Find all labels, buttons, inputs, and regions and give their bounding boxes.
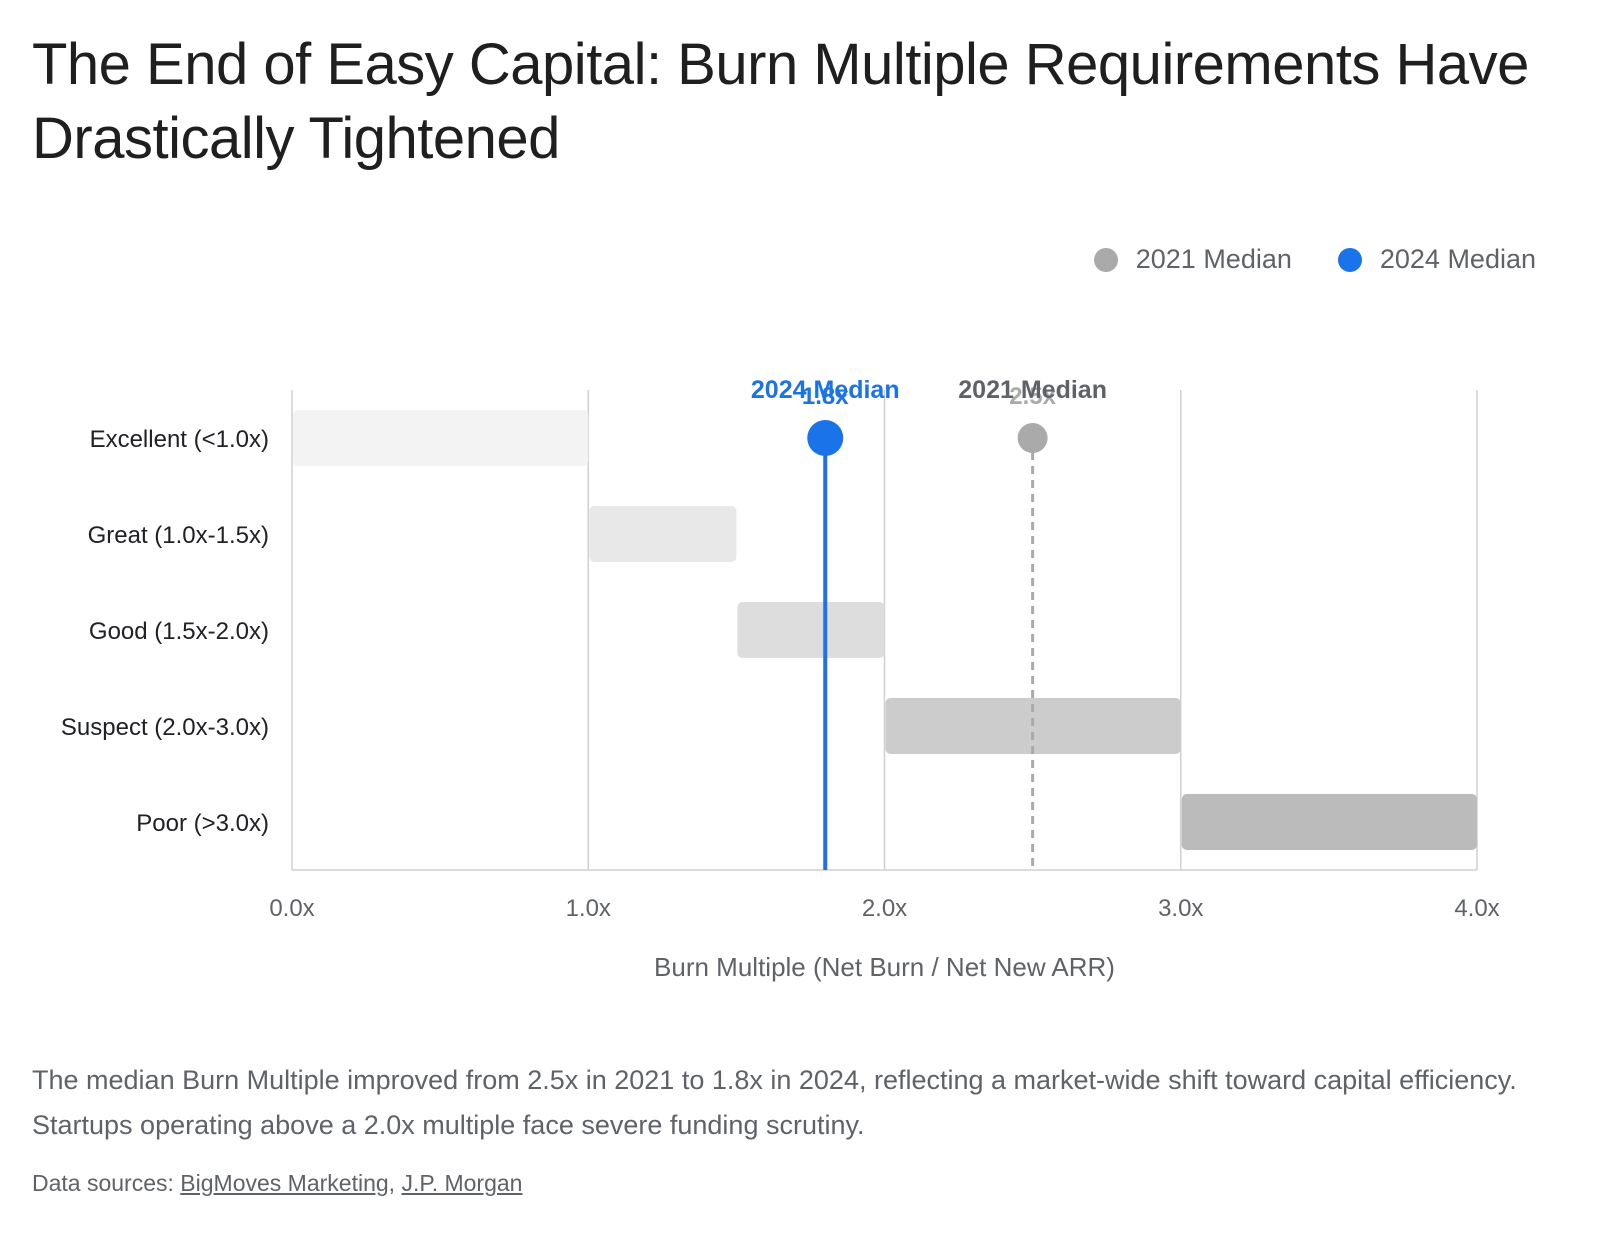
data-sources: Data sources: BigMoves Marketing, J.P. M… xyxy=(32,1170,522,1197)
x-axis-title: Burn Multiple (Net Burn / Net New ARR) xyxy=(654,952,1115,982)
median-value-label-1: 2.5x xyxy=(1009,383,1056,410)
median-point-1 xyxy=(1017,423,1048,453)
x-tick-label-4: 4.0x xyxy=(1454,895,1499,922)
source-link-bigmoves[interactable]: BigMoves Marketing xyxy=(180,1170,389,1196)
legend-label-2024: 2024 Median xyxy=(1379,244,1536,274)
x-tick-label-1: 1.0x xyxy=(566,895,611,922)
legend-dot-2024 xyxy=(1337,247,1362,272)
sources-separator: , xyxy=(388,1170,402,1196)
x-tick-label-2: 2.0x xyxy=(862,895,907,922)
chart-title: The End of Easy Capital: Burn Multiple R… xyxy=(32,32,1529,171)
category-label-0: Excellent (<1.0x) xyxy=(90,426,269,453)
range-bar-4 xyxy=(1181,794,1477,850)
source-link-jpmorgan[interactable]: J.P. Morgan xyxy=(401,1170,523,1196)
legend-dot-2021 xyxy=(1093,247,1118,272)
category-label-3: Suspect (2.0x-3.0x) xyxy=(61,714,269,741)
x-tick-label-3: 3.0x xyxy=(1158,895,1203,922)
range-bar-1 xyxy=(589,506,737,562)
category-label-2: Good (1.5x-2.0x) xyxy=(89,618,269,645)
category-label-1: Great (1.0x-1.5x) xyxy=(88,522,269,549)
x-tick-label-0: 0.0x xyxy=(269,895,314,922)
median-name-label-1: 2021 Median xyxy=(958,376,1107,404)
median-name-label-0: 2024 Median xyxy=(751,376,900,404)
median-point-0 xyxy=(807,420,844,456)
legend-label-2021: 2021 Median xyxy=(1135,244,1292,274)
burn-multiple-chart: Excellent (<1.0x) Great (1.0x-1.5x) Good (… xyxy=(61,376,1500,982)
range-bar-0 xyxy=(293,410,589,466)
range-bar-2 xyxy=(737,602,885,658)
legend: 2021 Median 2024 Median xyxy=(1048,244,1536,275)
legend-item-2021: 2021 Median xyxy=(1093,244,1292,275)
sources-prefix: Data sources: xyxy=(32,1170,181,1196)
median-value-label-0: 1.8x xyxy=(802,383,849,410)
chart-description: The median Burn Multiple improved from 2… xyxy=(32,1065,1517,1140)
category-label-4: Poor (>3.0x) xyxy=(136,810,269,837)
legend-item-2024: 2024 Median xyxy=(1337,244,1536,275)
